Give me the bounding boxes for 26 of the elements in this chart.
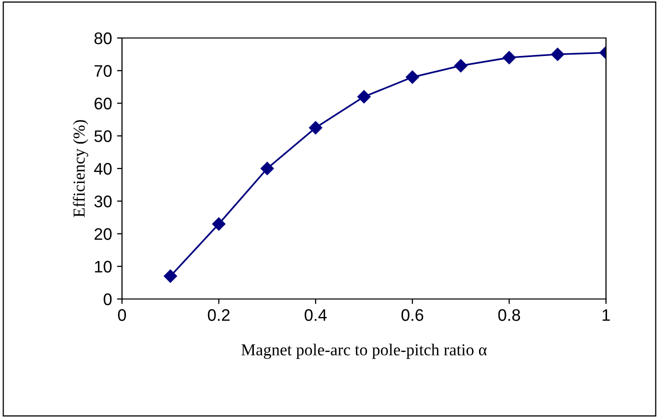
point [502, 50, 516, 64]
y-tick-label: 80 [94, 32, 112, 44]
y-tick-label: 60 [94, 98, 112, 110]
point [212, 217, 226, 231]
point [406, 70, 419, 84]
y-tick-label: 30 [94, 196, 112, 208]
x-axis-title: Magnet pole-arc to pole-pitch ratio α [241, 344, 487, 359]
y-tick-label: 50 [94, 130, 112, 142]
x-tick-label: 0.4 [304, 309, 327, 321]
y-tick-label: 70 [94, 65, 112, 77]
point [260, 162, 274, 176]
point [551, 48, 564, 61]
x-tick-label: 1 [602, 309, 610, 321]
x-tick-label: 0.8 [498, 309, 520, 321]
x-tick-label: 0 [118, 309, 126, 321]
point [164, 270, 177, 283]
y-tick-label: 0 [104, 293, 112, 306]
y-tick-label: 20 [94, 228, 112, 240]
x-tick-label: 0.6 [401, 309, 424, 321]
x-tick-label: 0.2 [208, 309, 230, 321]
point [454, 59, 468, 72]
y-tick-label: 10 [95, 260, 112, 273]
y-axis-title: Efficiency (%) [72, 120, 88, 218]
y-tick-label: 40 [94, 162, 112, 175]
point [309, 121, 322, 134]
point [357, 90, 371, 104]
